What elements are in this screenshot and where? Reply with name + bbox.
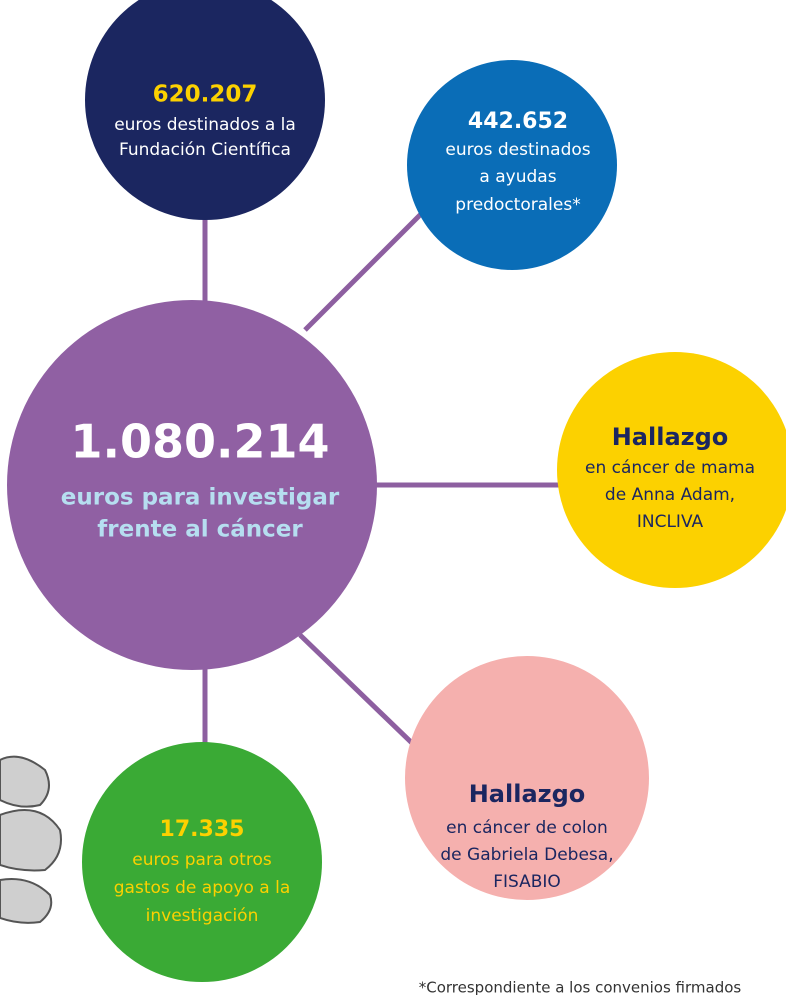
connector	[303, 208, 427, 332]
node-line: INCLIVA	[637, 512, 704, 532]
circle-hallazgo-mama	[557, 352, 786, 588]
node-line: gastos de apoyo a la	[114, 878, 290, 898]
node-heading: Hallazgo	[612, 423, 729, 451]
circle-fundacion	[85, 0, 325, 220]
node-line: de Anna Adam,	[605, 485, 735, 505]
circle-center	[7, 300, 377, 670]
node-line: euros destinados a la	[114, 115, 296, 135]
node-line: euros para otros	[132, 850, 272, 870]
center-line: frente al cáncer	[97, 517, 303, 543]
node-amount: 17.335	[160, 817, 245, 842]
node-line: a ayudas	[479, 167, 556, 187]
hand-illustration	[0, 755, 62, 924]
node-line: de Gabriela Debesa,	[440, 845, 613, 865]
node-line: investigación	[146, 906, 259, 926]
node-line: FISABIO	[493, 872, 561, 892]
footnote: *Correspondiente a los convenios firmado…	[419, 979, 742, 995]
circle-hallazgo-colon	[405, 656, 649, 900]
circle-apoyo	[82, 742, 322, 982]
node-heading: Hallazgo	[469, 780, 586, 808]
node-line: en cáncer de mama	[585, 458, 755, 478]
circle-ayudas	[407, 60, 617, 270]
center-amount: 1.080.214	[71, 415, 330, 469]
node-amount: 620.207	[153, 82, 258, 108]
node-line: en cáncer de colon	[446, 818, 608, 838]
node-line: Fundación Científica	[119, 140, 291, 160]
node-line: euros destinados	[445, 140, 590, 160]
node-line: predoctorales*	[455, 195, 580, 215]
node-amount: 442.652	[468, 109, 568, 134]
center-line: euros para investigar	[61, 485, 340, 511]
